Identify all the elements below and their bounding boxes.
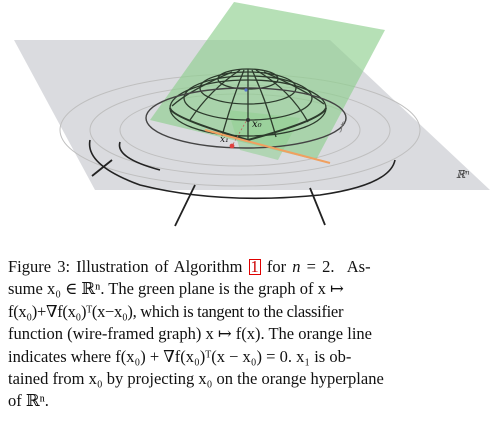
orange-hyperplane-line xyxy=(204,129,331,164)
lower-contour xyxy=(88,139,396,200)
caption-text: for xyxy=(266,257,287,276)
top-point xyxy=(244,88,248,92)
radial-lines xyxy=(91,159,326,227)
x1-label: x₁ xyxy=(220,135,229,145)
dome-rim xyxy=(145,87,347,149)
algorithm-ref-link[interactable]: 1 xyxy=(248,257,261,276)
caption-line-4: function (wire-framed graph) x ↦ f(x). T… xyxy=(8,324,372,344)
caption-line-7: of ℝⁿ. xyxy=(8,391,49,411)
figure-label: Figure 3: xyxy=(8,257,71,276)
caption-line-2: sume x₀ ∈ ℝⁿ. The green plane is the gra… xyxy=(8,279,344,299)
x1-point xyxy=(229,143,235,149)
caption-text: = 2. xyxy=(306,257,335,276)
caption-line-5: indicates where f(x₀) + ∇f(x₀)ᵀ(x − x₀) … xyxy=(8,346,352,366)
caption-text: Illustration of Algorithm xyxy=(76,257,243,276)
wireframe-dome xyxy=(169,68,327,142)
caption-line-6: tained from x₀ by projecting x₀ on the o… xyxy=(8,369,384,389)
caption-line-1: Figure 3: Illustration of Algorithm 1 fo… xyxy=(8,256,494,278)
x0-point xyxy=(246,118,250,122)
math-n: n xyxy=(292,257,301,276)
figure-caption: Figure 3: Illustration of Algorithm 1 fo… xyxy=(8,256,494,413)
projection-line xyxy=(231,117,249,147)
algorithm-illustration-figure: x₀ x₁ f ℝⁿ xyxy=(14,2,490,227)
caption-text: As- xyxy=(346,257,371,276)
f-label: f xyxy=(339,120,346,133)
rn-label: ℝⁿ xyxy=(456,168,470,181)
caption-line-3: f(x₀)+∇f(x₀)ᵀ(x−x₀), which is tangent to… xyxy=(8,301,344,321)
x0-label: x₀ xyxy=(252,119,262,130)
